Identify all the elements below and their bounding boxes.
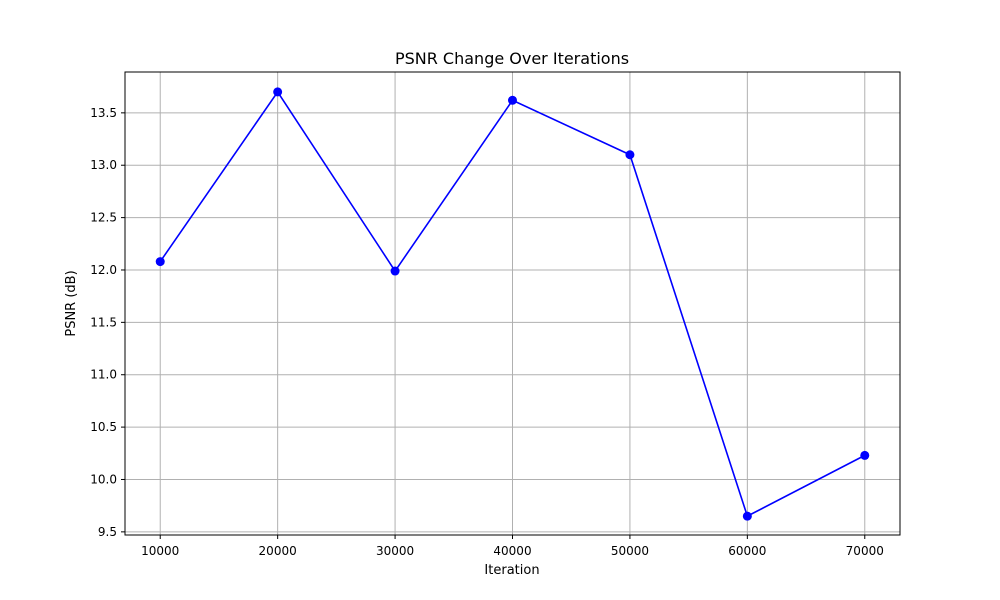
x-tick-label: 20000: [259, 544, 297, 558]
x-tick-label: 70000: [846, 544, 884, 558]
y-tick-label: 9.5: [98, 525, 117, 539]
data-point: [273, 87, 283, 97]
series-layer: [155, 87, 870, 521]
data-point: [155, 257, 165, 267]
x-tick-label: 10000: [141, 544, 179, 558]
x-tick-label: 40000: [493, 544, 531, 558]
data-point: [390, 266, 400, 276]
x-tick-label: 60000: [728, 544, 766, 558]
y-tick-label: 13.0: [90, 158, 117, 172]
grid-lines: [125, 72, 900, 535]
y-tick-label: 12.5: [90, 211, 117, 225]
data-point: [742, 511, 752, 521]
x-axis-label: Iteration: [484, 563, 539, 578]
y-tick-label: 10.0: [90, 472, 117, 486]
data-point: [508, 95, 517, 105]
y-tick-label: 13.5: [90, 106, 117, 120]
x-tick-label: 30000: [376, 544, 414, 558]
chart-title: PSNR Change Over Iterations: [395, 49, 629, 68]
y-tick-label: 12.0: [90, 263, 117, 277]
y-tick-label: 11.0: [90, 368, 117, 382]
data-point: [625, 150, 635, 160]
x-tick-label: 50000: [611, 544, 649, 558]
y-axis: 9.5 10.0 10.5 11.0 11.5 12.0 12.5 13.0 13.5: [90, 106, 125, 539]
y-axis-label: PSNR (dB): [64, 270, 79, 336]
data-point: [860, 450, 870, 460]
y-tick-label: 11.5: [90, 315, 117, 329]
x-axis: 10000 20000 30000 40000 50000 60000 70000: [141, 535, 884, 558]
y-tick-label: 10.5: [90, 420, 117, 434]
